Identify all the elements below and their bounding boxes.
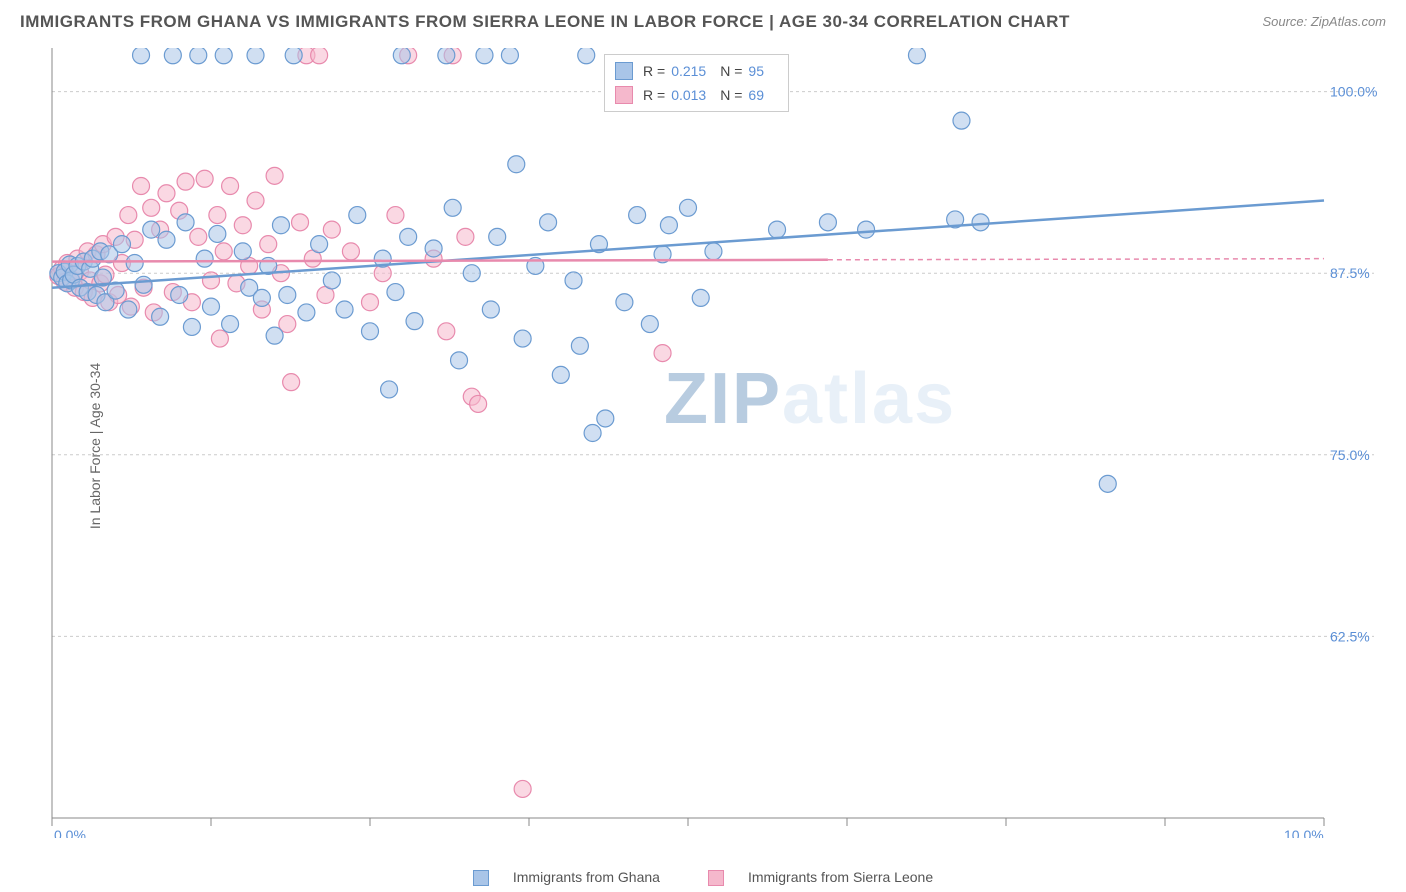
svg-text:87.5%: 87.5% <box>1330 265 1370 281</box>
svg-text:10.0%: 10.0% <box>1284 827 1324 838</box>
scatter-plot: 62.5% 75.0% 87.5% 100.0% 0.0% 10.0% <box>44 48 1384 838</box>
chart-title: IMMIGRANTS FROM GHANA VS IMMIGRANTS FROM… <box>20 12 1070 32</box>
legend-swatch-icon <box>615 62 633 80</box>
legend-bottom: Immigrants from Ghana Immigrants from Sie… <box>0 869 1406 886</box>
chart-area: 62.5%75.0%87.5%100.0%0.0%10.0% ZIPatlas … <box>44 48 1384 838</box>
legend-swatch-icon <box>615 86 633 104</box>
stats-legend-box: R =0.215N =95R =0.013N =69 <box>604 54 789 112</box>
svg-text:0.0%: 0.0% <box>54 827 86 838</box>
svg-text:62.5%: 62.5% <box>1330 628 1370 644</box>
source-label: Source: ZipAtlas.com <box>1262 14 1386 29</box>
stats-row: R =0.215N =95 <box>615 59 778 83</box>
legend-item: Immigrants from Sierra Leone <box>696 869 945 885</box>
svg-text:100.0%: 100.0% <box>1330 84 1377 100</box>
legend-swatch-icon <box>473 870 489 886</box>
legend-swatch-icon <box>708 870 724 886</box>
svg-text:75.0%: 75.0% <box>1330 447 1370 463</box>
stats-row: R =0.013N =69 <box>615 83 778 107</box>
legend-item: Immigrants from Ghana <box>461 869 672 885</box>
